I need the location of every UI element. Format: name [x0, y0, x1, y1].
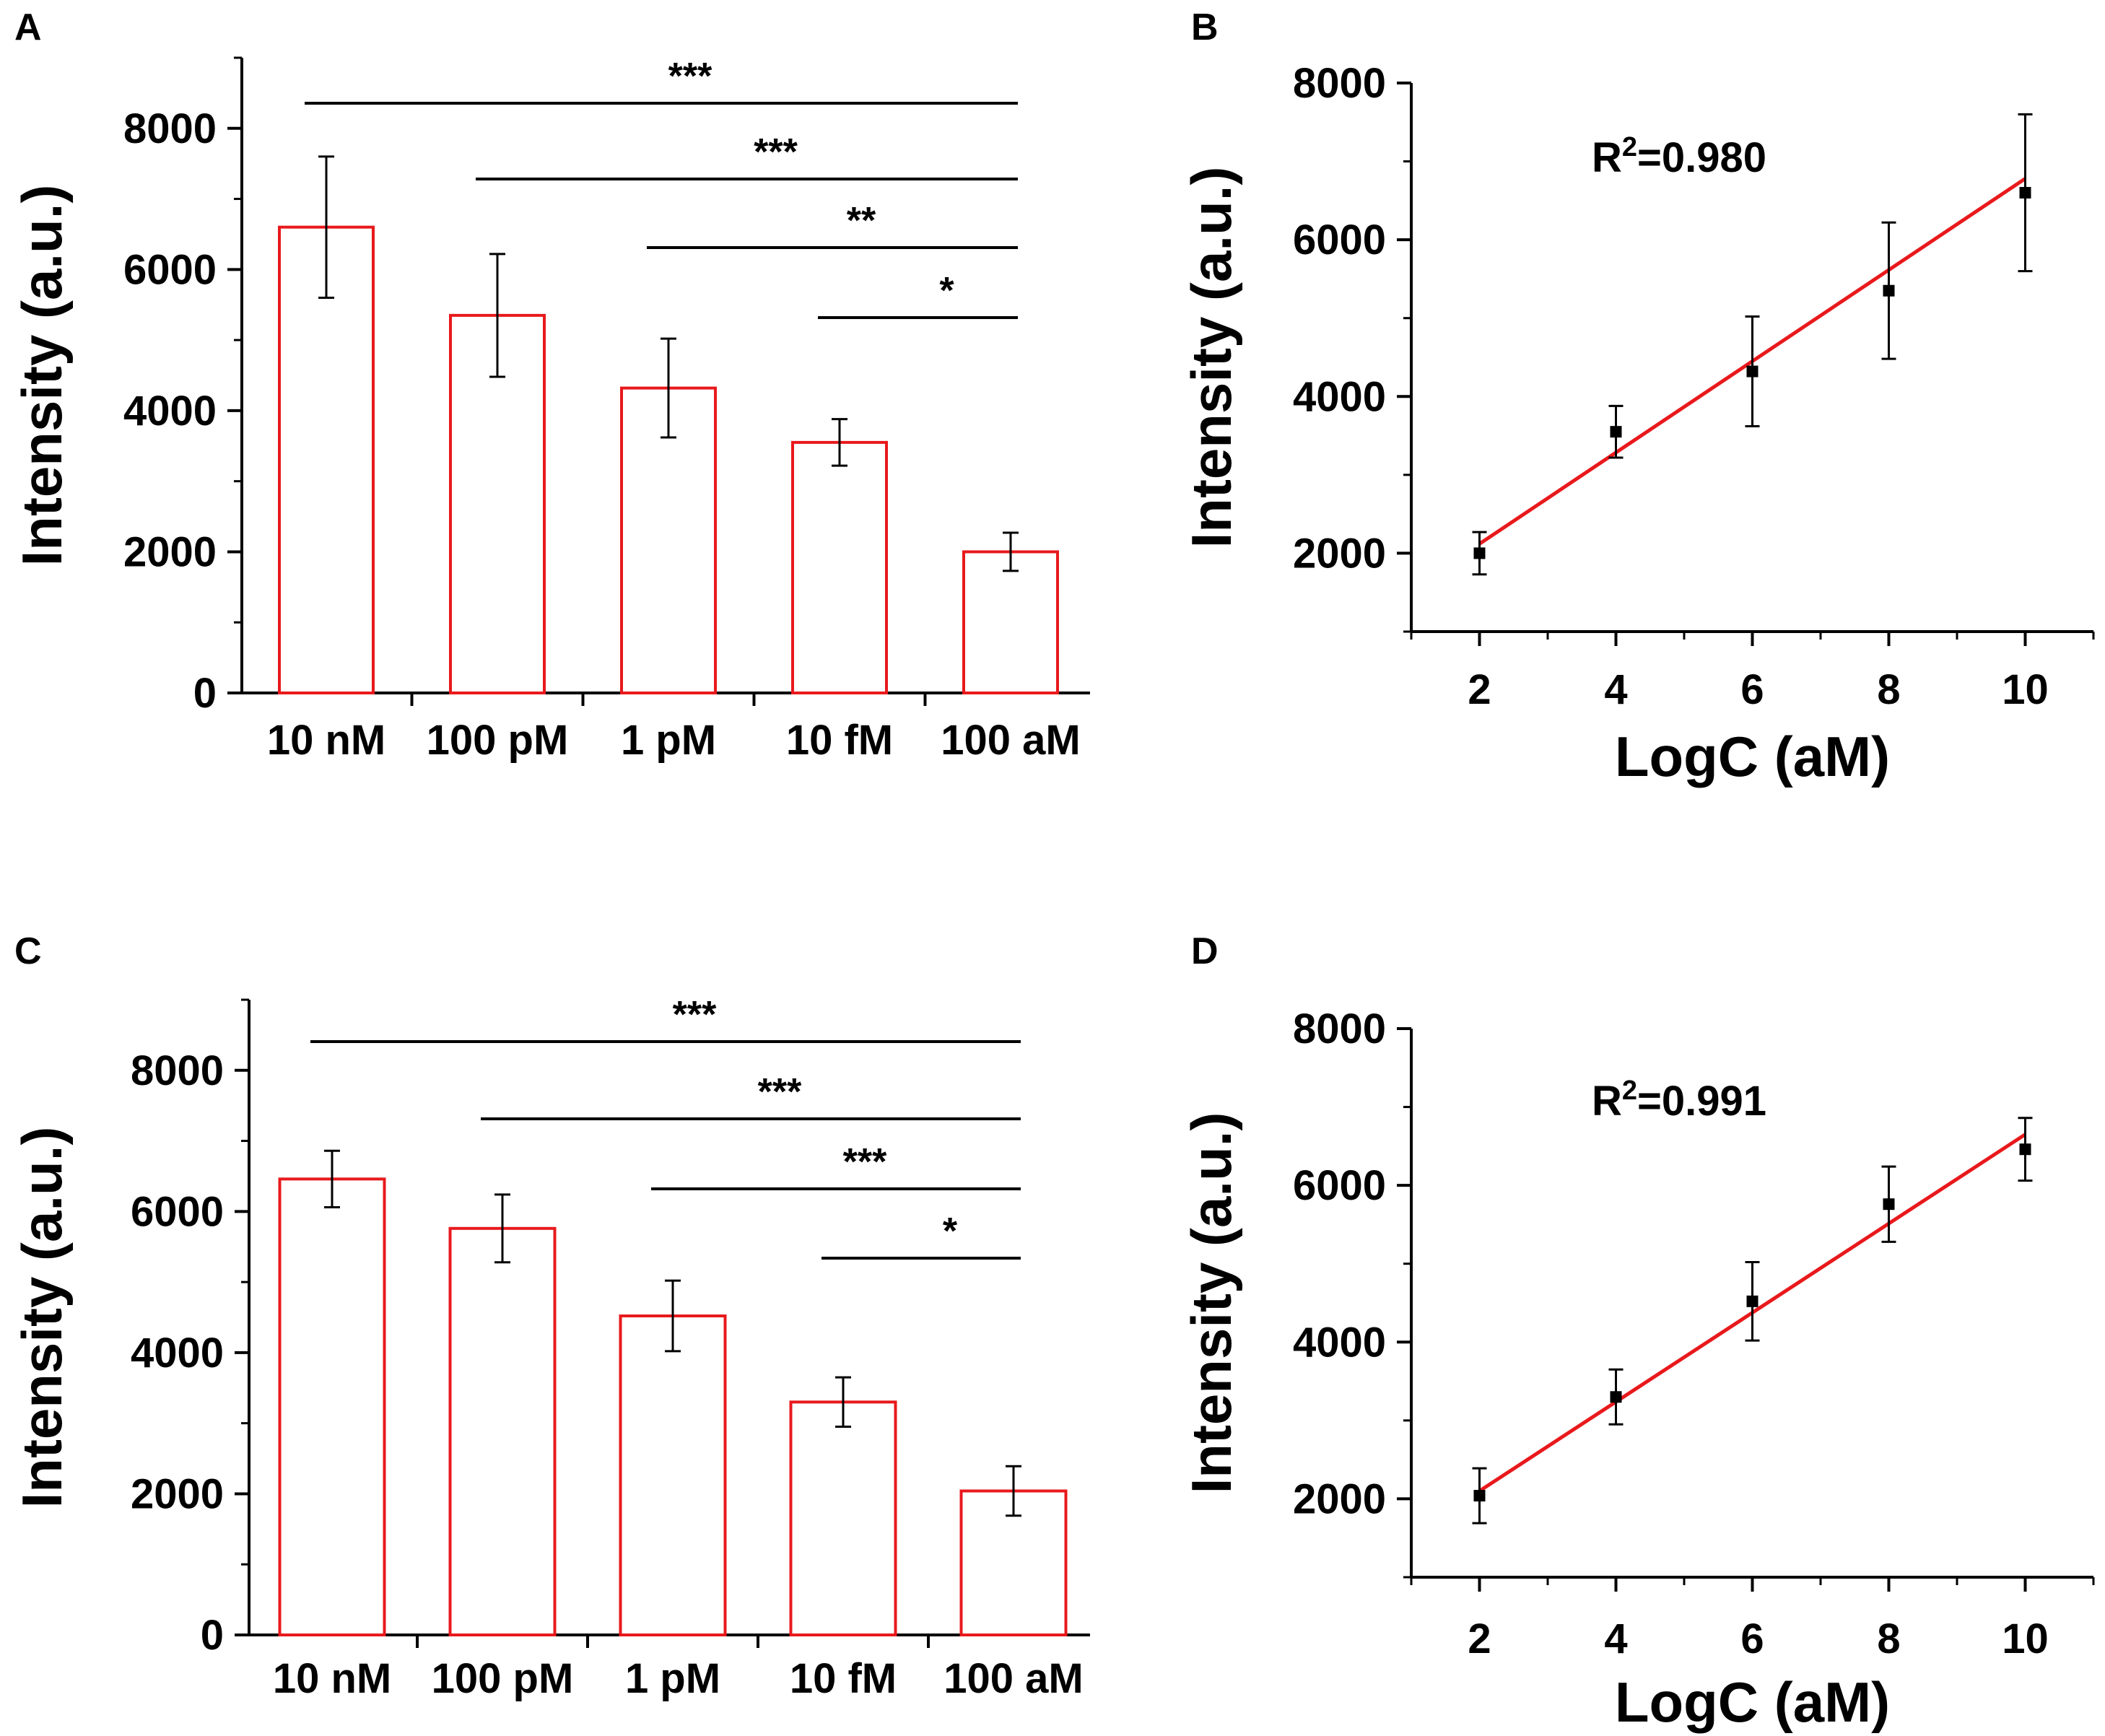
x-category-label: 1 pM	[625, 1655, 720, 1702]
bar	[789, 1400, 897, 1637]
y-tick-label: 2000	[1293, 530, 1386, 577]
panel-c-bar-chart: C 0 2000 4000 6000 8000 Intensity (a.u.) 10 nM 1…	[10, 930, 1090, 1702]
y-tick-label: 8000	[131, 1047, 224, 1094]
y-axis-title: Intensity (a.u.)	[1180, 167, 1243, 549]
x-category-label: 100 aM	[941, 717, 1080, 764]
x-tick-label: 2	[1468, 666, 1491, 713]
y-axis-title: Intensity (a.u.)	[1180, 1112, 1243, 1494]
bar	[448, 1226, 557, 1637]
significance-label: ***	[843, 1141, 887, 1183]
bar	[278, 1177, 386, 1637]
x-category-label: 10 nM	[267, 717, 385, 764]
panel-letter-b: B	[1191, 6, 1219, 48]
y-tick-label: 4000	[123, 388, 217, 435]
x-tick-label: 2	[1468, 1615, 1491, 1662]
significance-label: **	[847, 200, 876, 242]
data-point	[1473, 547, 1486, 559]
data-point	[2019, 187, 2031, 199]
significance-label: ***	[673, 994, 717, 1036]
x-category-label: 10 nM	[273, 1655, 391, 1702]
data-point	[1746, 365, 1758, 378]
bar	[791, 440, 888, 695]
y-tick-label: 6000	[123, 246, 217, 293]
y-tick-label: 4000	[131, 1330, 224, 1377]
significance-label: *	[943, 1211, 958, 1252]
x-tick-label: 8	[1877, 666, 1900, 713]
panel-b-linear-fit-chart: B 2000 4000 6000 8000 Intensity (a.u.) 2 4 6 8 10 L…	[1180, 6, 2095, 788]
panel-letter-a: A	[14, 6, 42, 48]
x-tick-label: 4	[1604, 666, 1627, 713]
data-point	[1610, 1391, 1622, 1403]
panel-letter-c: C	[14, 930, 42, 972]
x-tick-label: 4	[1604, 1615, 1627, 1662]
y-tick-label: 8000	[1293, 60, 1386, 107]
y-tick-label: 2000	[131, 1470, 224, 1517]
x-tick-label: 6	[1740, 666, 1764, 713]
x-tick-label: 10	[2002, 666, 2049, 713]
panel-letter-d: D	[1191, 930, 1219, 972]
y-tick-label: 2000	[123, 528, 217, 575]
y-tick-label: 4000	[1293, 1319, 1386, 1366]
y-tick-label: 6000	[131, 1188, 224, 1235]
y-axis-title: Intensity (a.u.)	[10, 185, 74, 567]
x-category-label: 100 pM	[432, 1655, 574, 1702]
panel-d-linear-fit-chart: D 2000 4000 6000 8000 Intensity (a.u.) 2 4 6 8 10 L…	[1180, 930, 2095, 1734]
data-point	[1883, 284, 1895, 297]
x-category-label: 10 fM	[790, 1655, 897, 1702]
r-squared-annotation: R2=0.991	[1592, 1076, 1766, 1125]
y-tick-label: 2000	[1293, 1475, 1386, 1522]
significance-label: ***	[754, 131, 798, 173]
x-category-label: 100 pM	[427, 717, 569, 764]
data-point	[1883, 1198, 1895, 1211]
x-tick-label: 10	[2002, 1615, 2049, 1662]
x-category-label: 1 pM	[621, 717, 716, 764]
significance-label: ***	[758, 1071, 802, 1113]
y-tick-label: 6000	[1293, 217, 1386, 263]
data-point	[1610, 426, 1622, 438]
y-axis-title: Intensity (a.u.)	[10, 1127, 74, 1509]
y-tick-label: 0	[201, 1612, 224, 1659]
bar	[962, 550, 1059, 695]
x-axis-title: LogC (aM)	[1615, 1670, 1890, 1734]
x-category-label: 100 aM	[943, 1655, 1083, 1702]
significance-label: *	[939, 270, 954, 312]
y-tick-label: 4000	[1293, 373, 1386, 420]
significance-label: ***	[668, 56, 712, 97]
y-tick-label: 8000	[1293, 1006, 1386, 1052]
x-category-label: 10 fM	[786, 717, 893, 764]
data-point	[2019, 1143, 2031, 1156]
x-tick-label: 8	[1877, 1615, 1900, 1662]
y-tick-label: 6000	[1293, 1162, 1386, 1209]
y-tick-label: 0	[193, 670, 217, 717]
x-axis-title: LogC (aM)	[1615, 725, 1890, 788]
panel-a-bar-chart: A 0 2000 4000 6000 8000 Intensity (a.u.) 10 nM 1…	[10, 6, 1090, 764]
r-squared-annotation: R2=0.980	[1592, 132, 1766, 181]
y-tick-label: 8000	[123, 105, 217, 152]
bar	[619, 1314, 727, 1636]
data-point	[1746, 1295, 1758, 1307]
data-point	[1473, 1490, 1486, 1502]
x-tick-label: 6	[1740, 1615, 1764, 1662]
